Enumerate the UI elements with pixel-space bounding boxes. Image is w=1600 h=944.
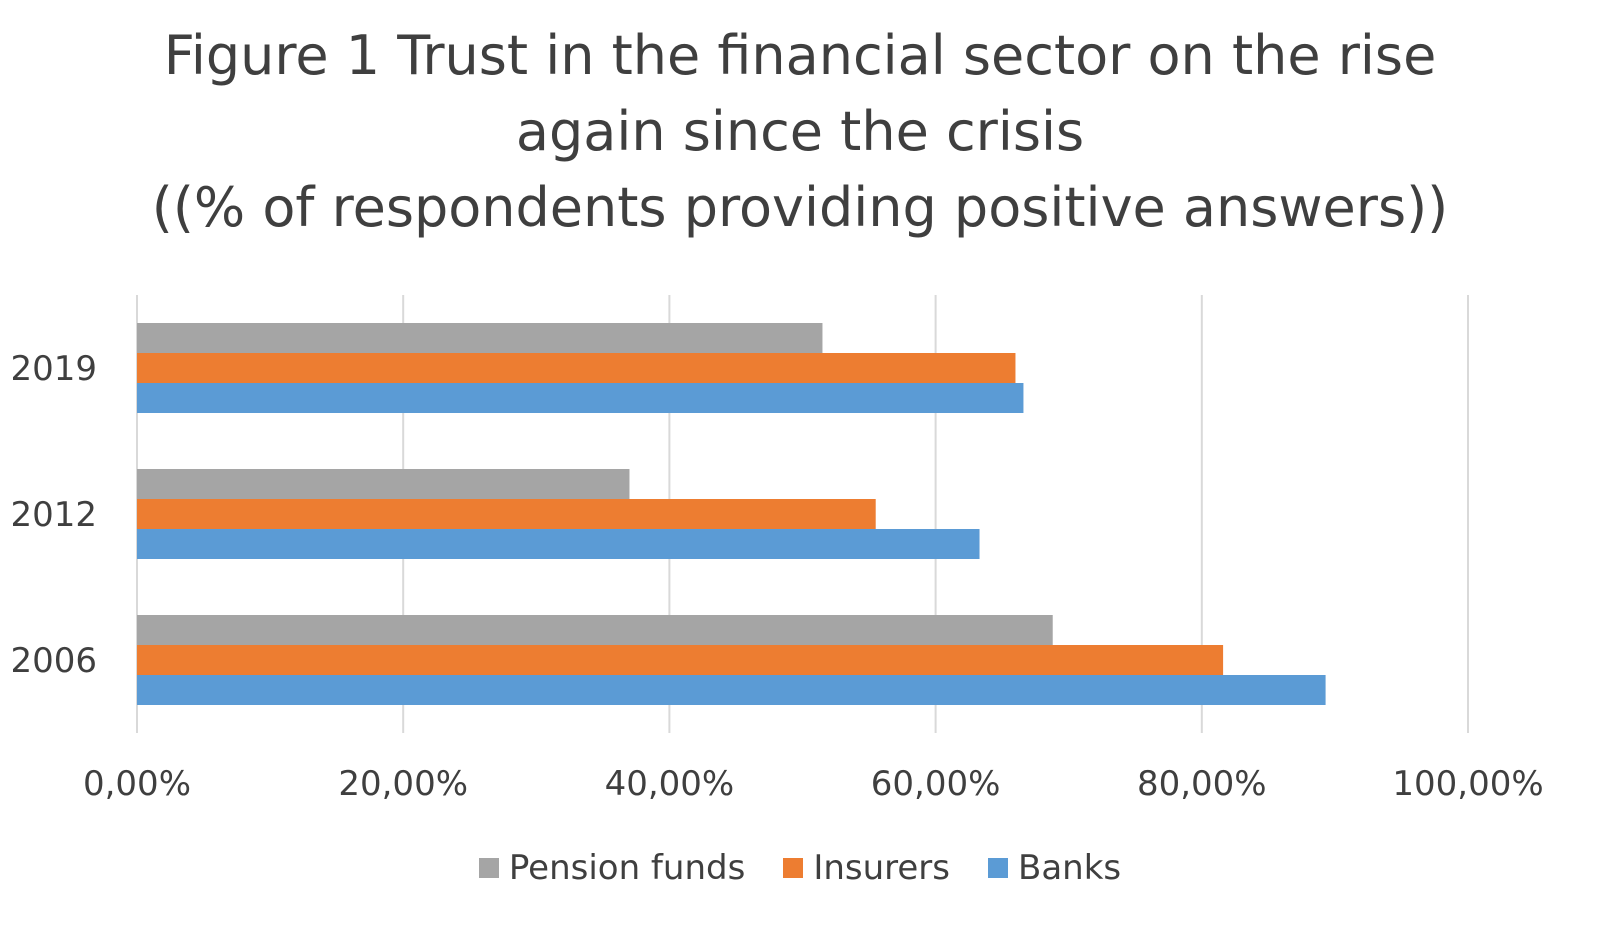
bar-2019-pension-funds (137, 323, 823, 353)
category-axis-labels: 2019 2012 2006 (10, 349, 97, 681)
value-axis-labels: 0,00% 20,00% 40,00% 60,00% 80,00% 100,00% (83, 764, 1544, 804)
legend-label-insurers: Insurers (813, 848, 950, 888)
x-tick-label-40: 40,00% (605, 764, 735, 804)
x-tick-label-80: 80,00% (1137, 764, 1267, 804)
bar-2012-insurers (137, 499, 876, 529)
bar-2019-banks (137, 383, 1024, 413)
chart-subtitle: ((% of respondents providing positive an… (151, 176, 1449, 239)
x-tick-label-0: 0,00% (83, 764, 191, 804)
x-tick-label-100: 100,00% (1392, 764, 1543, 804)
chart-title-line-2: again since the crisis (515, 100, 1085, 163)
legend-label-banks: Banks (1018, 848, 1122, 888)
x-tick-label-20: 20,00% (338, 764, 468, 804)
legend-label-pension-funds: Pension funds (508, 848, 746, 888)
legend-swatch-banks (988, 858, 1008, 878)
bars (137, 323, 1326, 705)
legend-swatch-pension-funds (478, 858, 499, 878)
chart-title: Figure 1 Trust in the financial sector o… (0, 18, 1600, 246)
legend-item-insurers[interactable]: Insurers (783, 848, 950, 888)
bar-2019-insurers (137, 353, 1016, 383)
bar-2012-banks (137, 529, 980, 559)
legend-item-pension-funds[interactable]: Pension funds (478, 848, 746, 888)
legend: Pension funds Insurers Banks (0, 848, 1600, 888)
legend-swatch-insurers (783, 858, 804, 878)
x-tick-label-60: 60,00% (871, 764, 1001, 804)
y-tick-label-2019: 2019 (10, 349, 97, 389)
y-tick-label-2012: 2012 (10, 495, 97, 535)
bar-2006-pension-funds (137, 615, 1053, 645)
legend-item-banks[interactable]: Banks (988, 848, 1121, 888)
bar-2006-insurers (137, 645, 1224, 675)
y-tick-label-2006: 2006 (10, 641, 97, 681)
chart-title-line-1: Figure 1 Trust in the financial sector o… (163, 24, 1437, 87)
bar-2006-banks (137, 675, 1326, 705)
bar-2012-pension-funds (137, 469, 630, 499)
